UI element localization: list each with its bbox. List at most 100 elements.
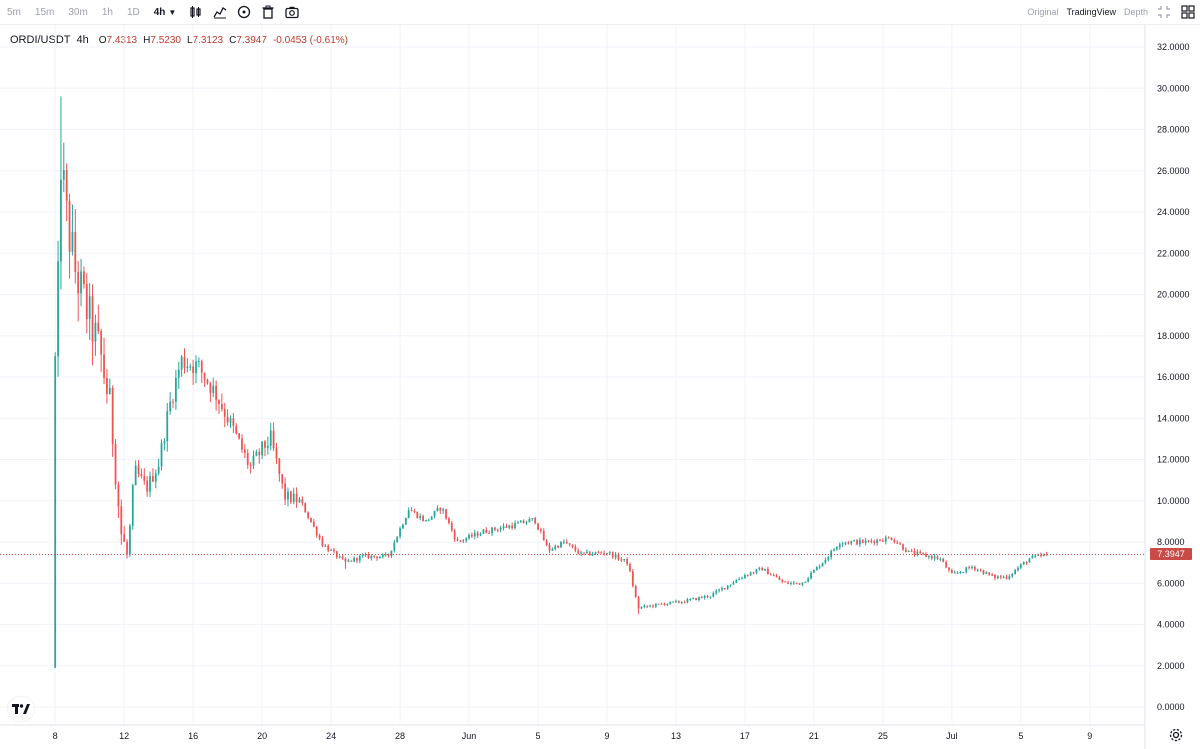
candle-body bbox=[387, 554, 390, 556]
candlestick-chart[interactable]: 32.0000 30.0000 28.0000 26.0000 24.0000 22.00… bbox=[0, 25, 1200, 749]
camera-icon[interactable] bbox=[285, 5, 299, 19]
timeframe-4h[interactable]: 4h bbox=[153, 6, 166, 18]
candle bbox=[338, 555, 341, 559]
candle-body bbox=[94, 322, 97, 342]
candle bbox=[1005, 574, 1008, 580]
candlestick-icon[interactable] bbox=[189, 5, 203, 19]
chevron-down-icon[interactable]: ▼ bbox=[168, 7, 177, 17]
y-tick-label: 10.0000 bbox=[1157, 496, 1190, 506]
candle-body bbox=[1011, 574, 1014, 577]
y-tick-label: 4.0000 bbox=[1157, 620, 1185, 630]
candle bbox=[700, 595, 703, 599]
timeframe-1h[interactable]: 1h bbox=[101, 6, 113, 18]
candle-body bbox=[841, 543, 844, 545]
candle-body bbox=[488, 532, 491, 534]
candle-body bbox=[312, 521, 315, 527]
candle-body bbox=[410, 510, 413, 512]
candle-body bbox=[74, 232, 77, 273]
candle bbox=[97, 304, 100, 334]
drawing-icon[interactable] bbox=[237, 5, 251, 19]
candle-body bbox=[709, 596, 712, 598]
candle-body bbox=[287, 491, 289, 500]
candle-body bbox=[347, 560, 350, 562]
y-tick-label: 26.0000 bbox=[1157, 166, 1190, 176]
candle-body bbox=[537, 523, 539, 530]
trash-icon[interactable] bbox=[261, 5, 275, 19]
view-original[interactable]: Original bbox=[1027, 7, 1059, 17]
candle-body bbox=[186, 366, 189, 368]
candle bbox=[57, 240, 59, 377]
candle-body bbox=[197, 361, 200, 363]
candle-body bbox=[953, 572, 956, 574]
timeframe-1d[interactable]: 1D bbox=[126, 6, 140, 18]
candle-body bbox=[968, 567, 971, 569]
candle-body bbox=[767, 568, 769, 575]
candle bbox=[289, 490, 292, 504]
candle-body bbox=[818, 566, 821, 568]
candle-body bbox=[284, 483, 286, 500]
tradingview-logo-icon[interactable] bbox=[8, 697, 34, 721]
candle-body bbox=[275, 448, 278, 459]
candle-body bbox=[436, 508, 439, 511]
candle-body bbox=[1014, 570, 1016, 575]
candle bbox=[1028, 557, 1031, 563]
view-depth[interactable]: Depth bbox=[1123, 7, 1148, 17]
candle bbox=[574, 544, 577, 553]
layout-grid-icon[interactable] bbox=[1181, 5, 1195, 19]
candle-body bbox=[850, 541, 853, 544]
candle bbox=[847, 540, 850, 545]
candle-body bbox=[508, 525, 511, 528]
candle bbox=[761, 566, 764, 571]
candle-body bbox=[226, 416, 229, 423]
candle-body bbox=[761, 567, 764, 571]
candle bbox=[284, 477, 286, 506]
candle-body bbox=[269, 430, 272, 446]
candle-body bbox=[60, 179, 62, 262]
candle-body bbox=[597, 552, 600, 554]
grid-layer bbox=[0, 25, 1145, 725]
candle-body bbox=[255, 451, 258, 456]
gear-icon[interactable] bbox=[1168, 727, 1184, 743]
candle-body bbox=[749, 572, 752, 576]
candle-body bbox=[298, 499, 301, 503]
candle bbox=[882, 538, 884, 543]
candle bbox=[215, 380, 218, 411]
candle bbox=[614, 551, 617, 560]
candle-body bbox=[1042, 554, 1045, 556]
candle bbox=[172, 398, 174, 408]
fullscreen-icon[interactable] bbox=[1157, 5, 1171, 19]
candle bbox=[367, 552, 370, 560]
candle-body bbox=[545, 540, 548, 546]
candle bbox=[298, 496, 301, 503]
timeframe-5m[interactable]: 5m bbox=[7, 6, 21, 18]
candle bbox=[723, 588, 726, 590]
candle bbox=[660, 602, 663, 605]
candle-body bbox=[180, 356, 183, 370]
candle bbox=[672, 601, 674, 603]
timeframe-30m[interactable]: 30m bbox=[68, 6, 88, 18]
candle-body bbox=[657, 603, 660, 605]
candle bbox=[896, 540, 899, 545]
candle bbox=[769, 572, 772, 576]
candle-body bbox=[310, 517, 312, 522]
candle bbox=[264, 439, 266, 457]
legend-close: C 7.3947 bbox=[229, 35, 267, 46]
timeframe-15m[interactable]: 15m bbox=[34, 6, 55, 18]
candle bbox=[962, 571, 965, 574]
candle-body bbox=[445, 509, 447, 519]
candle bbox=[473, 529, 476, 540]
candle bbox=[1025, 561, 1028, 565]
candle-body bbox=[824, 559, 827, 563]
candle-body bbox=[913, 551, 916, 555]
view-tradingview[interactable]: TradingView bbox=[1066, 7, 1116, 17]
candle-body bbox=[847, 542, 850, 544]
candle bbox=[813, 569, 815, 573]
candle bbox=[539, 527, 542, 534]
candle-body bbox=[801, 582, 804, 585]
candle bbox=[922, 552, 925, 556]
candle-body bbox=[419, 516, 422, 519]
indicator-icon[interactable] bbox=[213, 5, 227, 19]
candle-body bbox=[991, 574, 993, 576]
candle-body bbox=[623, 558, 626, 560]
candle bbox=[583, 552, 585, 556]
